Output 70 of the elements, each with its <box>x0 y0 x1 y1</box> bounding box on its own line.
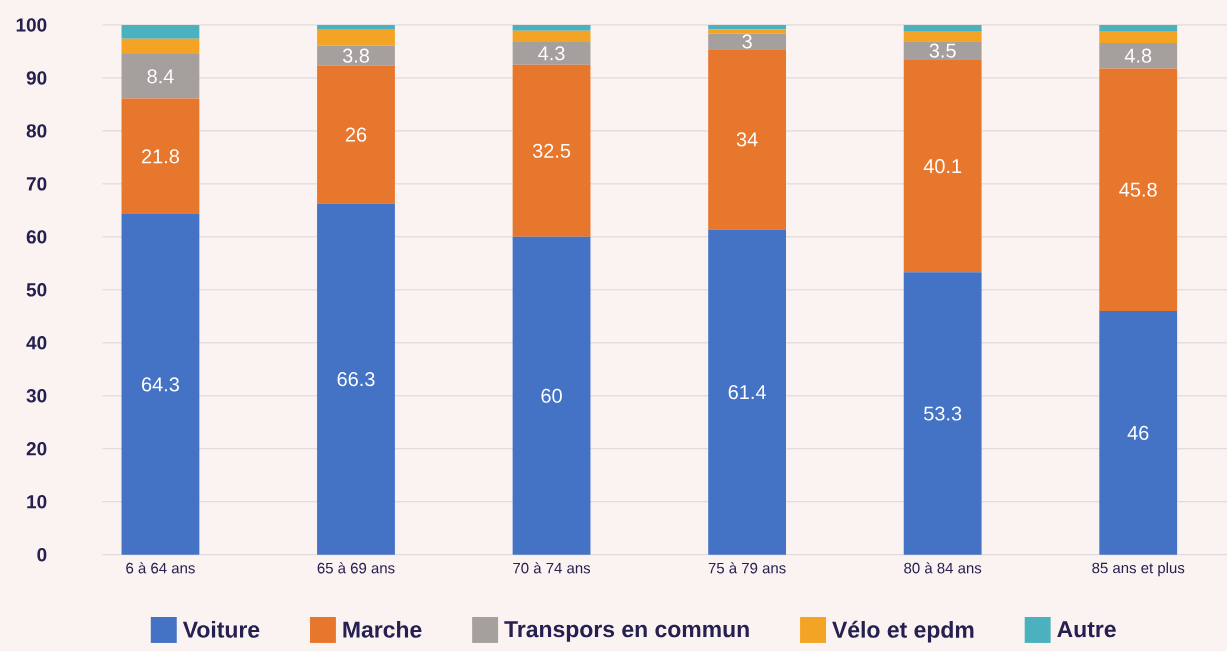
bar <box>903 32 982 42</box>
y-tick-label: 90 <box>26 71 47 85</box>
bar <box>903 41 982 61</box>
data-label: 53.3 <box>924 406 962 421</box>
bar <box>121 54 200 99</box>
data-label: 21.8 <box>142 149 179 164</box>
y-tick-label: 20 <box>26 442 47 456</box>
bar <box>1099 68 1178 312</box>
data-label: 4.3 <box>538 46 565 61</box>
bar <box>708 229 787 555</box>
legend-label: Autre <box>1057 621 1116 638</box>
x-tick-label: 75 à 79 ans <box>708 562 786 574</box>
bar <box>1099 32 1178 44</box>
y-tick-label: 60 <box>26 230 47 244</box>
x-tick-label: 80 à 84 ans <box>904 562 982 574</box>
bar <box>708 29 787 34</box>
y-tick-label: 70 <box>26 177 47 191</box>
y-tick-label: 30 <box>26 389 47 403</box>
data-label: 34 <box>736 132 758 147</box>
y-tick-label: 40 <box>26 336 47 350</box>
bar <box>1099 25 1178 33</box>
data-label: 64.3 <box>142 377 179 392</box>
bar <box>121 214 200 555</box>
y-tick-label: 50 <box>26 283 47 297</box>
x-tick-label: 65 à 69 ans <box>317 562 395 574</box>
bar <box>512 31 591 43</box>
bar <box>317 203 395 555</box>
y-tick-label: 10 <box>27 495 47 509</box>
bar <box>903 60 982 273</box>
bar <box>121 25 200 39</box>
bar <box>121 98 200 215</box>
bar <box>317 29 395 46</box>
y-tick-label: 80 <box>26 124 47 138</box>
bar <box>512 25 591 31</box>
x-tick-label: 85 ans et plus <box>1092 562 1185 577</box>
x-tick-label: 6 à 64 ans <box>126 562 195 574</box>
data-label: 8.4 <box>147 69 174 84</box>
data-label: 32.5 <box>532 143 571 159</box>
bar <box>317 25 395 30</box>
legend-label: Transpors en commun <box>504 621 749 643</box>
bar <box>708 25 787 30</box>
data-label: 3.8 <box>342 48 369 63</box>
bar <box>708 49 787 230</box>
bar <box>903 272 982 555</box>
bar <box>512 237 591 555</box>
bar <box>903 25 982 33</box>
x-tick-label: 70 à 74 ans <box>513 562 591 574</box>
bar <box>121 38 200 55</box>
data-label: 3.5 <box>929 43 956 58</box>
y-tick-label: 100 <box>16 18 47 32</box>
data-label: 66.3 <box>337 372 375 387</box>
legend-label: Voiture <box>182 621 260 638</box>
data-label: 60 <box>541 388 562 404</box>
bar <box>1099 43 1178 69</box>
data-label: 61.4 <box>728 385 766 400</box>
data-label: 46 <box>1127 426 1149 441</box>
bar <box>512 64 591 238</box>
bar <box>708 33 787 50</box>
bar <box>512 42 591 65</box>
legend-label: Marche <box>343 621 422 638</box>
data-label: 26 <box>345 127 367 142</box>
data-label: 4.8 <box>1124 48 1152 63</box>
bar <box>317 65 395 204</box>
bar <box>317 45 395 66</box>
bar <box>1099 311 1178 555</box>
data-label: 40.1 <box>923 159 962 174</box>
legend-label: Vélo et epdm <box>832 621 974 643</box>
y-tick-label: 0 <box>37 548 47 562</box>
data-label: 45.8 <box>1119 182 1157 197</box>
data-label: 3 <box>742 34 752 49</box>
